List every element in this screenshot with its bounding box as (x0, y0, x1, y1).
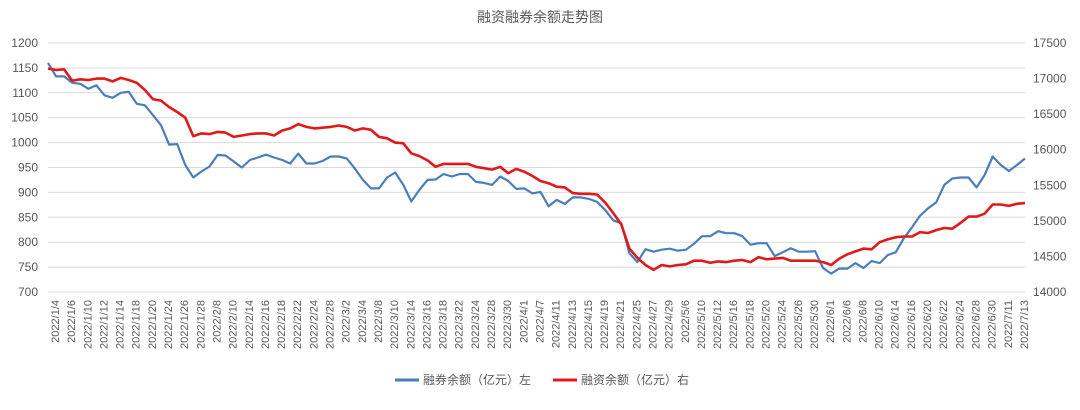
gridlines (48, 42, 1025, 293)
y-left-tick-label: 1100 (12, 86, 38, 100)
x-tick-label: 2022/6/30 (987, 300, 999, 349)
x-tick-label: 2022/4/7 (534, 300, 546, 343)
legend-label: 融券余额（亿元）左 (423, 372, 531, 387)
x-tick-label: 2022/1/26 (179, 300, 191, 349)
x-axis: 2022/1/4 2022/1/6 2022/1/10 2022/1/12 2022/1… (50, 300, 1031, 349)
y-right-tick-label: 15500 (1033, 178, 1067, 192)
x-tick-label: 2022/1/4 (50, 300, 62, 343)
x-tick-label: 2022/6/8 (857, 300, 869, 343)
x-tick-label: 2022/5/12 (712, 300, 724, 349)
x-tick-label: 2022/5/6 (680, 300, 692, 343)
x-tick-label: 2022/4/19 (599, 300, 611, 349)
y-left-tick-label: 1050 (11, 111, 38, 125)
x-tick-label: 2022/1/10 (82, 300, 94, 349)
x-tick-label: 2022/5/26 (793, 300, 805, 349)
x-tick-label: 2022/3/2 (341, 300, 353, 343)
x-tick-label: 2022/3/8 (373, 300, 385, 343)
x-tick-label: 2022/3/14 (405, 300, 417, 349)
x-tick-label: 2022/4/1 (518, 300, 530, 343)
y-left-tick-label: 700 (18, 285, 38, 299)
x-tick-label: 2022/1/14 (115, 300, 127, 349)
x-tick-label: 2022/1/24 (163, 300, 175, 349)
x-tick-label: 2022/3/10 (389, 300, 401, 349)
x-tick-label: 2022/6/6 (841, 300, 853, 343)
x-tick-label: 2022/2/18 (276, 300, 288, 349)
y-left-tick-label: 900 (18, 185, 38, 199)
x-tick-label: 2022/1/6 (66, 300, 78, 343)
y-right-tick-label: 17000 (1033, 72, 1067, 86)
x-tick-label: 2022/3/18 (438, 300, 450, 349)
x-tick-label: 2022/6/28 (970, 300, 982, 349)
x-tick-label: 2022/1/12 (98, 300, 110, 349)
y-left-tick-label: 800 (18, 235, 38, 249)
x-tick-label: 2022/4/15 (583, 300, 595, 349)
x-tick-label: 2022/2/8 (211, 300, 223, 343)
y-right-tick-label: 16000 (1033, 143, 1067, 157)
x-tick-label: 2022/2/24 (308, 300, 320, 349)
y-right-tick-label: 15000 (1033, 214, 1067, 228)
x-tick-label: 2022/2/22 (292, 300, 304, 349)
x-tick-label: 2022/4/13 (567, 300, 579, 349)
x-tick-label: 2022/6/16 (906, 300, 918, 349)
series-line-securities-lending (47, 62, 1026, 275)
x-tick-label: 2022/6/10 (874, 300, 886, 349)
x-tick-label: 2022/3/28 (486, 300, 498, 349)
x-tick-label: 2022/2/14 (244, 300, 256, 349)
x-tick-label: 2022/4/27 (648, 300, 660, 349)
x-tick-label: 2022/6/24 (954, 300, 966, 349)
x-tick-label: 2022/3/16 (421, 300, 433, 349)
x-tick-label: 2022/3/22 (454, 300, 466, 349)
x-tick-label: 2022/1/28 (195, 300, 207, 349)
x-tick-label: 2022/3/4 (357, 300, 369, 343)
x-tick-label: 2022/5/20 (761, 300, 773, 349)
x-tick-label: 2022/3/30 (502, 300, 514, 349)
x-tick-label: 2022/2/28 (325, 300, 337, 349)
x-tick-label: 2022/7/11 (1003, 300, 1015, 348)
y-left-tick-label: 850 (18, 210, 38, 224)
x-tick-label: 2022/5/24 (777, 300, 789, 349)
x-tick-label: 2022/4/21 (615, 300, 627, 349)
y-axis-left: 700 750 800 850 900 950 1000 1050 1100 1150 1200 (11, 36, 38, 299)
y-right-tick-label: 16500 (1033, 107, 1067, 121)
x-tick-label: 2022/2/16 (260, 300, 272, 349)
x-tick-label: 2022/5/18 (744, 300, 756, 349)
x-tick-label: 2022/3/24 (470, 300, 482, 349)
series-line-financing (47, 67, 1026, 272)
legend-item[interactable]: 融资余额（亿元）右 (553, 372, 689, 387)
chart-title: 融资融券余额走势图 (477, 9, 603, 26)
y-left-tick-label: 1000 (11, 136, 38, 150)
x-tick-label: 2022/1/20 (147, 300, 159, 349)
x-tick-label: 2022/1/18 (131, 300, 143, 349)
series-lines (47, 62, 1026, 275)
x-tick-label: 2022/7/13 (1019, 300, 1031, 349)
y-left-tick-label: 950 (18, 161, 38, 175)
x-tick-label: 2022/5/16 (728, 300, 740, 349)
y-right-tick-label: 14500 (1033, 249, 1067, 263)
x-tick-label: 2022/6/20 (922, 300, 934, 349)
y-axis-right: 14000 14500 15000 15500 16000 16500 17000 17500 (1033, 36, 1067, 299)
legend-label: 融资余额（亿元）右 (581, 372, 689, 387)
x-tick-label: 2022/5/10 (696, 300, 708, 349)
x-tick-label: 2022/4/11 (551, 300, 563, 348)
x-tick-label: 2022/6/14 (890, 300, 902, 349)
y-left-tick-label: 1150 (12, 61, 38, 75)
y-left-tick-label: 1200 (11, 36, 38, 50)
x-tick-label: 2022/4/29 (664, 300, 676, 349)
x-tick-label: 2022/6/1 (825, 300, 837, 343)
x-tick-label: 2022/5/30 (809, 300, 821, 349)
y-left-tick-label: 750 (18, 260, 38, 274)
x-tick-label: 2022/2/10 (228, 300, 240, 349)
y-right-tick-label: 17500 (1033, 36, 1067, 50)
x-tick-label: 2022/6/22 (938, 300, 950, 349)
x-tick-label: 2022/4/25 (631, 300, 643, 349)
legend[interactable]: 融券余额（亿元）左 融资余额（亿元）右 (395, 372, 689, 387)
y-right-tick-label: 14000 (1033, 285, 1067, 299)
legend-item[interactable]: 融券余额（亿元）左 (395, 372, 531, 387)
